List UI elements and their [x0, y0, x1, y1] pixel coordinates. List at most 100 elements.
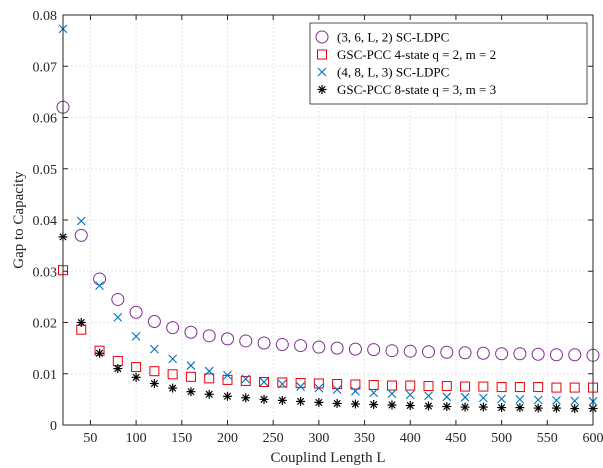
- data-point: [386, 380, 397, 391]
- data-point: [495, 347, 509, 361]
- x-tick-label: 200: [217, 431, 238, 446]
- data-point: [330, 341, 344, 355]
- y-tick-label: 0.07: [33, 60, 58, 75]
- data-point: [240, 375, 251, 386]
- data-point: [348, 342, 362, 356]
- data-point: [257, 336, 271, 350]
- data-point: [149, 344, 159, 354]
- legend-entry: (3, 6, L, 2) SC-LDPC: [337, 30, 449, 45]
- x-axis-label: Couplind Length L: [271, 450, 386, 466]
- data-point: [185, 371, 196, 382]
- data-point: [167, 369, 178, 380]
- y-tick-label: 0.05: [33, 163, 58, 178]
- data-point: [515, 403, 525, 413]
- data-point: [369, 400, 379, 409]
- data-point: [168, 383, 178, 393]
- legend-marker: [317, 67, 327, 77]
- y-tick-label: 0.01: [33, 368, 58, 383]
- data-point: [531, 347, 545, 361]
- data-point: [277, 377, 288, 388]
- data-point: [275, 338, 289, 352]
- data-point: [332, 398, 342, 408]
- x-tick-label: 550: [537, 431, 558, 446]
- y-tick-label: 0.04: [33, 214, 58, 229]
- data-point: [312, 340, 326, 354]
- data-point: [460, 402, 470, 412]
- data-point: [387, 389, 397, 399]
- data-marks: [56, 24, 600, 414]
- data-point: [184, 325, 198, 339]
- data-point: [570, 396, 580, 406]
- x-tick-label: 50: [83, 431, 97, 446]
- data-point: [277, 395, 287, 405]
- legend-entry: GSC-PCC 4-state q = 2, m = 2: [337, 47, 496, 62]
- data-point: [74, 228, 88, 242]
- data-point: [441, 381, 452, 392]
- data-point: [478, 381, 489, 392]
- data-point: [296, 396, 306, 406]
- data-point: [568, 348, 582, 362]
- data-point: [549, 348, 563, 362]
- data-point: [497, 403, 507, 413]
- data-point: [369, 388, 379, 398]
- data-point: [166, 321, 180, 335]
- data-point: [551, 403, 561, 413]
- data-point: [95, 348, 105, 358]
- y-axis-label: Gap to Capacity: [11, 171, 27, 269]
- data-point: [476, 346, 490, 360]
- x-tick-label: 150: [171, 431, 192, 446]
- data-point: [514, 382, 525, 393]
- legend-marker: [315, 30, 329, 44]
- data-point: [460, 381, 471, 392]
- data-point: [131, 372, 141, 382]
- data-point: [131, 331, 141, 341]
- y-tick-label: 0.06: [33, 112, 58, 127]
- legend-entry: GSC-PCC 8-state q = 3, m = 3: [337, 82, 496, 97]
- legend-marker: [317, 85, 327, 94]
- data-point: [296, 382, 305, 391]
- data-point: [223, 370, 232, 380]
- data-point: [569, 382, 580, 393]
- data-point: [368, 380, 379, 391]
- data-point: [367, 343, 381, 357]
- data-point: [220, 332, 234, 346]
- x-tick-label: 100: [126, 431, 147, 446]
- x-tick-label: 300: [308, 431, 329, 446]
- data-point: [149, 378, 159, 388]
- data-point: [385, 344, 399, 358]
- data-point: [533, 403, 543, 413]
- legend-entry: (4, 8, L, 3) SC-LDPC: [337, 65, 449, 80]
- data-point: [350, 379, 361, 390]
- data-point: [440, 345, 454, 359]
- x-tick-label: 400: [400, 431, 421, 446]
- data-point: [76, 216, 86, 226]
- data-point: [533, 395, 543, 405]
- legend-box: [309, 22, 588, 105]
- data-point: [442, 402, 452, 412]
- y-tick-label: 0.02: [33, 317, 58, 332]
- data-point: [513, 347, 527, 361]
- data-point: [351, 386, 360, 396]
- data-point: [295, 377, 306, 388]
- data-point: [294, 339, 308, 353]
- data-point: [552, 396, 561, 405]
- data-point: [76, 318, 86, 327]
- data-point: [113, 312, 123, 322]
- data-point: [460, 392, 470, 402]
- data-point: [239, 334, 253, 348]
- data-point: [478, 393, 488, 403]
- series-3: [58, 24, 598, 406]
- data-point: [478, 402, 488, 412]
- data-point: [570, 404, 580, 414]
- data-point: [204, 373, 215, 384]
- data-point: [149, 366, 160, 377]
- axis-ticks: 50 100 150 200 250 300 350 400 450 500 550 600 0 0.01…: [33, 9, 603, 446]
- data-point: [423, 381, 434, 392]
- data-point: [204, 389, 214, 399]
- data-point: [113, 364, 123, 374]
- x-tick-label: 600: [583, 431, 603, 446]
- data-point: [405, 390, 415, 400]
- data-point: [95, 281, 104, 290]
- data-point: [222, 391, 232, 401]
- data-point: [259, 376, 270, 387]
